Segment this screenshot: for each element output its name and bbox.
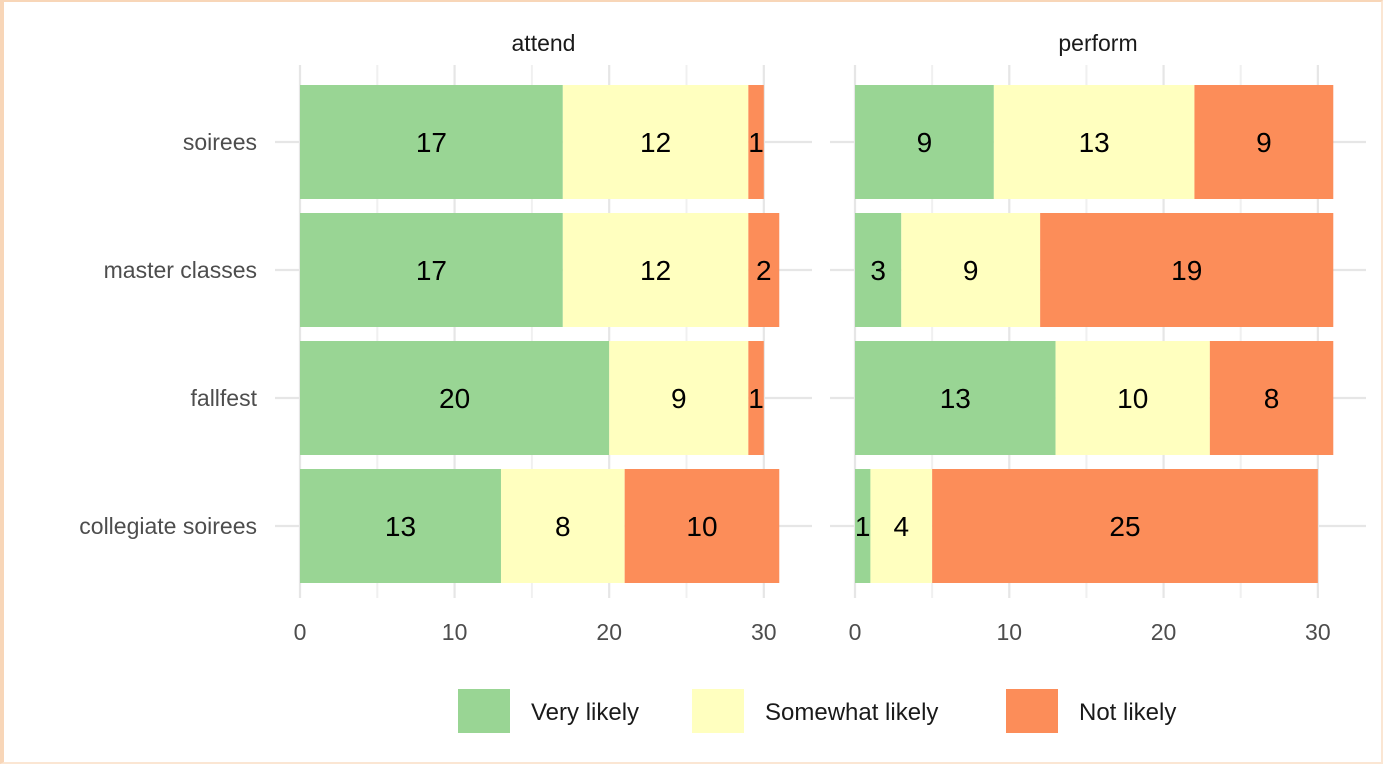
bar-value-label: 8 xyxy=(555,511,571,542)
bar-segment xyxy=(562,85,749,199)
facet-label: attend xyxy=(512,30,576,56)
bar-value-label: 1 xyxy=(855,511,871,542)
x-tick-label: 10 xyxy=(996,619,1022,645)
bar-segment xyxy=(855,469,871,583)
bar-value-label: 1 xyxy=(748,383,764,414)
legend-label: Somewhat likely xyxy=(765,699,938,726)
bar-value-label: 13 xyxy=(385,511,416,542)
x-tick-label: 20 xyxy=(596,619,622,645)
bar-segment xyxy=(855,341,1056,455)
bar-value-label: 2 xyxy=(756,255,772,286)
x-tick-label: 10 xyxy=(442,619,468,645)
bar-value-label: 9 xyxy=(671,383,687,414)
facet-label: perform xyxy=(1058,30,1137,56)
bar-segment xyxy=(500,469,625,583)
bar-segment xyxy=(624,469,780,583)
x-tick-label: 30 xyxy=(751,619,777,645)
bar-value-label: 19 xyxy=(1171,255,1202,286)
bar-segment xyxy=(300,85,563,199)
bar-value-label: 13 xyxy=(940,383,971,414)
x-tick-label: 0 xyxy=(294,619,307,645)
bar-segment xyxy=(748,213,780,327)
bar-segment xyxy=(748,341,764,455)
y-tick-label: master classes xyxy=(104,257,257,283)
bar-segment xyxy=(300,213,563,327)
bar-value-label: 25 xyxy=(1109,511,1140,542)
bar-segment xyxy=(1209,341,1334,455)
bar-segment xyxy=(993,85,1195,199)
legend-swatch xyxy=(692,689,744,733)
x-tick-label: 20 xyxy=(1151,619,1177,645)
y-tick-label: soirees xyxy=(183,129,257,155)
bar-segment xyxy=(901,213,1041,327)
bar-value-label: 10 xyxy=(686,511,717,542)
bar-value-label: 9 xyxy=(1256,127,1272,158)
bar-value-label: 1 xyxy=(748,127,764,158)
bar-segment xyxy=(1194,85,1334,199)
bar-segment xyxy=(562,213,749,327)
bar-value-label: 10 xyxy=(1117,383,1148,414)
bar-segment xyxy=(870,469,933,583)
bar-segment xyxy=(1055,341,1210,455)
legend-swatch xyxy=(458,689,510,733)
x-tick-label: 30 xyxy=(1305,619,1331,645)
bar-value-label: 4 xyxy=(893,511,909,542)
bar-value-label: 17 xyxy=(416,255,447,286)
legend-label: Very likely xyxy=(531,699,639,726)
bar-segment xyxy=(609,341,749,455)
bar-value-label: 3 xyxy=(870,255,886,286)
bar-value-label: 9 xyxy=(917,127,933,158)
bar-value-label: 13 xyxy=(1079,127,1110,158)
x-tick-label: 0 xyxy=(849,619,862,645)
legend-label: Not likely xyxy=(1079,699,1176,726)
bar-value-label: 12 xyxy=(640,127,671,158)
bar-value-label: 8 xyxy=(1264,383,1280,414)
bar-segment xyxy=(932,469,1318,583)
bar-segment xyxy=(300,341,610,455)
bar-segment xyxy=(855,213,902,327)
bar-value-label: 20 xyxy=(439,383,470,414)
bar-segment xyxy=(748,85,764,199)
bar-value-label: 9 xyxy=(963,255,979,286)
bar-segment xyxy=(1040,213,1334,327)
bar-value-label: 12 xyxy=(640,255,671,286)
bar-segment xyxy=(300,469,501,583)
y-tick-label: fallfest xyxy=(191,385,258,411)
legend-swatch xyxy=(1006,689,1058,733)
bar-segment xyxy=(855,85,994,199)
y-tick-label: collegiate soirees xyxy=(79,513,257,539)
bar-value-label: 17 xyxy=(416,127,447,158)
